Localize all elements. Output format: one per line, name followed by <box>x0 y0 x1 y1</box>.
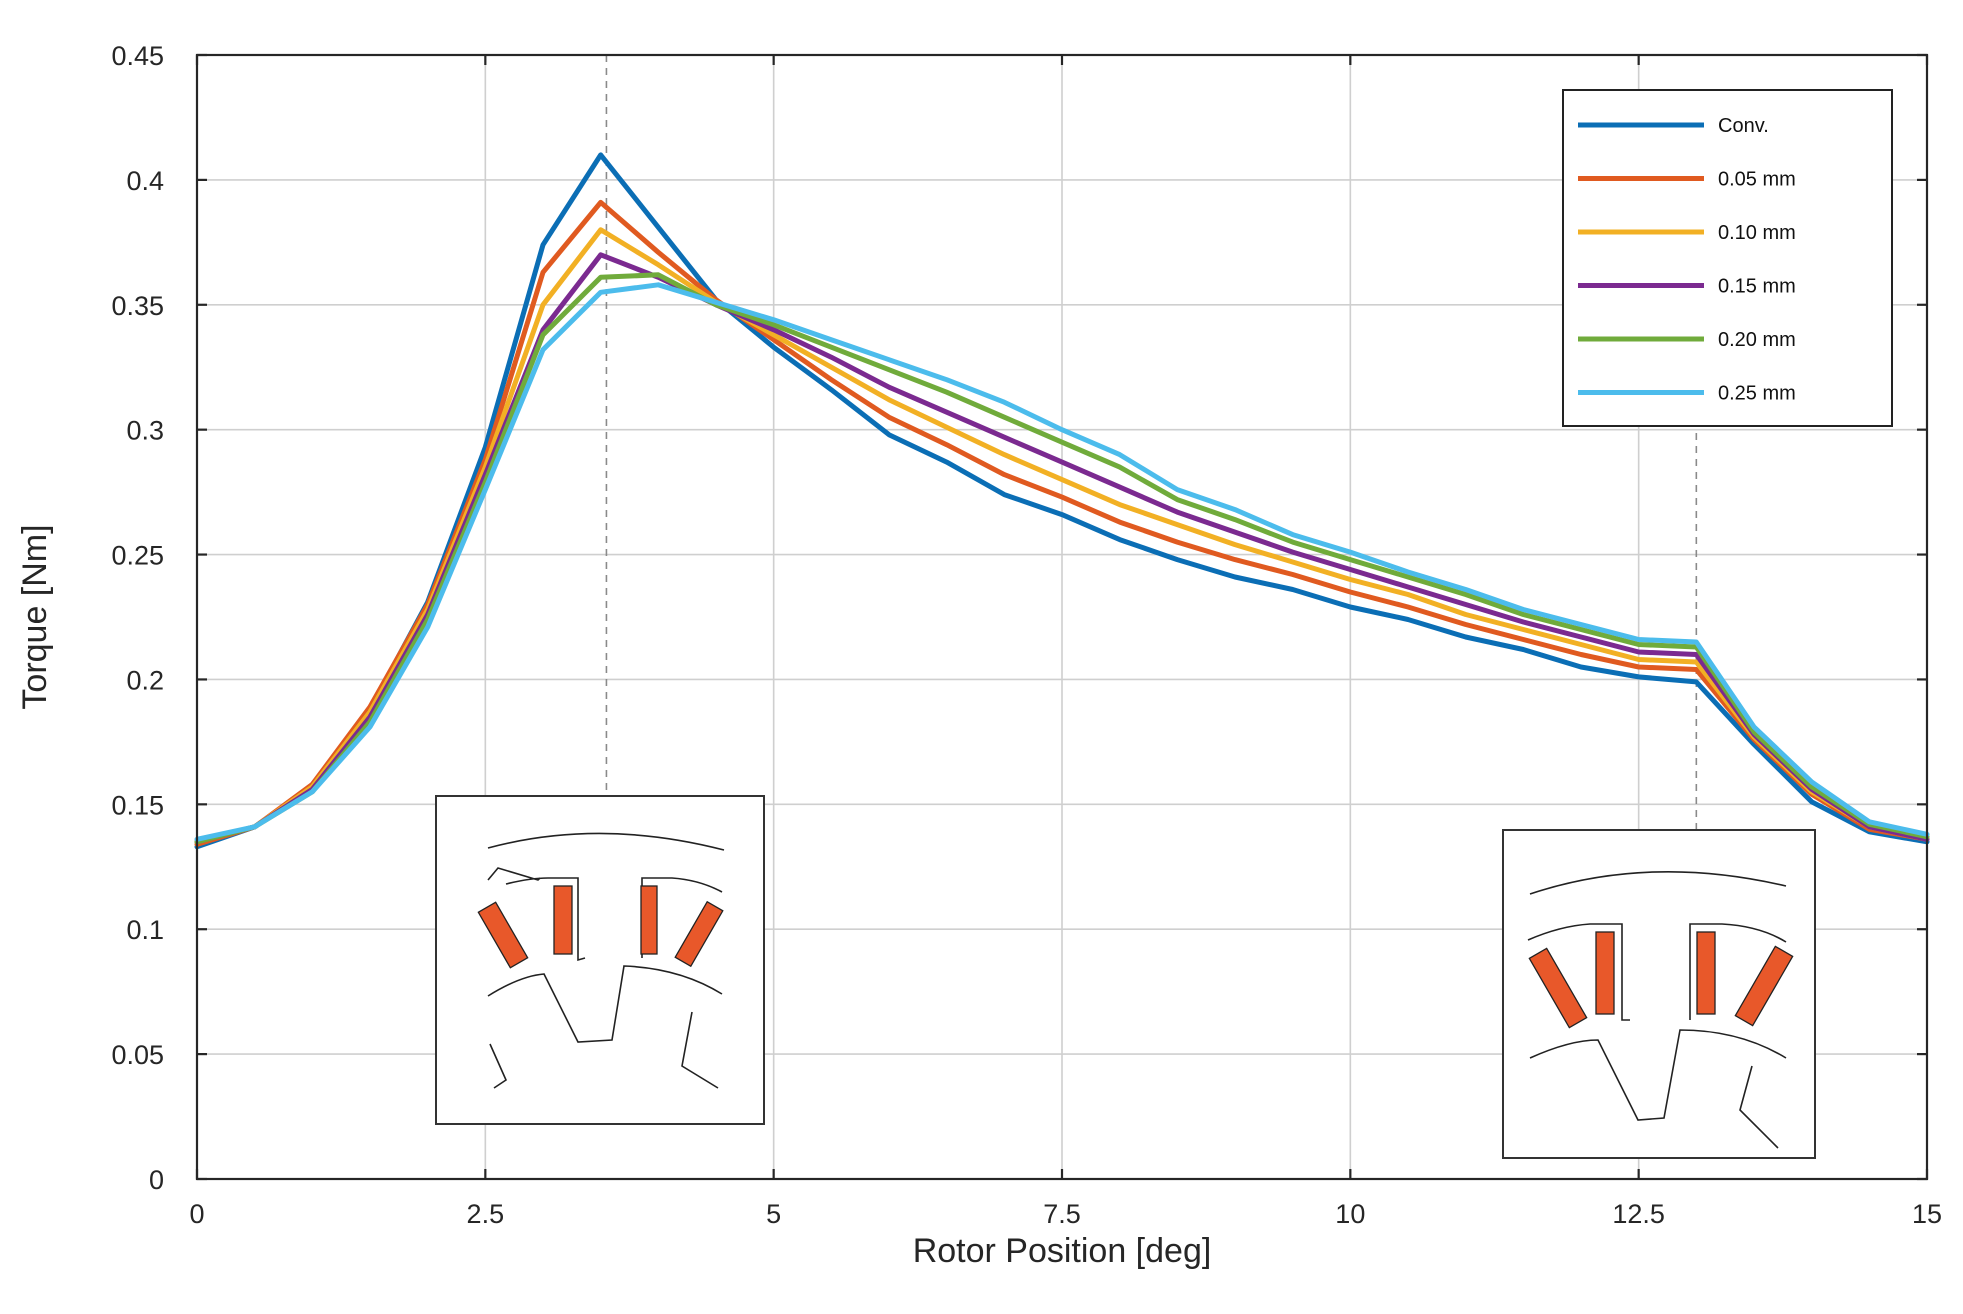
inset-rotor-diagram-left <box>435 795 765 1125</box>
legend-label: 0.10 mm <box>1718 222 1796 244</box>
x-tick-label: 10 <box>1335 1199 1365 1229</box>
series-line-0-10-mm <box>194 227 1930 845</box>
y-axis-ticks: 0 0.05 0.1 0.15 0.2 0.25 0.3 0.35 0.4 0.45 <box>111 41 1927 1195</box>
x-tick-label: 15 <box>1912 1199 1942 1229</box>
magnet-4 <box>674 900 724 968</box>
x-tick-label: 5 <box>766 1199 781 1229</box>
magnet-1 <box>477 901 529 969</box>
reference-lines <box>605 55 1698 830</box>
y-tick-label: 0.4 <box>126 166 164 196</box>
x-tick-label: 12.5 <box>1612 1199 1665 1229</box>
inset-frame-left <box>435 795 765 1125</box>
magnet-3 <box>640 885 658 955</box>
stator-tooth-left <box>1527 923 1630 1021</box>
x-axis-ticks: 0 2.5 5 7.5 10 12.5 15 <box>189 55 1942 1229</box>
y-tick-label: 0.3 <box>126 416 164 446</box>
stator-tooth-right <box>641 877 723 958</box>
series-line-0-25-mm <box>194 282 1930 842</box>
series-line-0-05-mm <box>194 199 1930 847</box>
series-line-0-15-mm <box>194 252 1930 845</box>
rotor-slot-edge <box>1739 1065 1779 1149</box>
rotor-pole <box>487 965 723 1043</box>
x-tick-label: 0 <box>189 1199 204 1229</box>
stator-arc <box>1529 871 1787 895</box>
y-tick-label: 0.35 <box>111 291 164 321</box>
y-tick-label: 0.25 <box>111 541 164 571</box>
y-axis-title: Torque [Nm] <box>16 524 54 709</box>
x-tick-label: 2.5 <box>467 1199 505 1229</box>
series-line-0-20-mm <box>194 272 1930 845</box>
x-axis-title: Rotor Position [deg] <box>913 1232 1212 1270</box>
inset-rotor-diagram-right <box>1502 829 1816 1159</box>
y-tick-label: 0 <box>149 1165 164 1195</box>
magnet-3 <box>1696 931 1716 1015</box>
y-tick-label: 0.05 <box>111 1040 164 1070</box>
legend-label: Conv. <box>1718 115 1769 137</box>
legend-label: 0.20 mm <box>1718 329 1796 351</box>
magnet-4 <box>1734 945 1794 1027</box>
rotor-slot-edges <box>489 1011 719 1089</box>
stator-tooth-left <box>505 877 586 962</box>
legend: Conv. 0.05 mm 0.10 mm 0.15 mm 0.20 mm 0.25 mm <box>1562 89 1893 427</box>
legend-label: 0.25 mm <box>1718 383 1796 405</box>
series-lines <box>194 152 1930 850</box>
stator-arc <box>487 832 725 851</box>
y-tick-label: 0.1 <box>126 915 164 945</box>
rotor-pole <box>1529 1029 1787 1121</box>
x-tick-label: 7.5 <box>1043 1199 1081 1229</box>
legend-label: 0.05 mm <box>1718 169 1796 191</box>
legend-items: Conv. 0.05 mm 0.10 mm 0.15 mm 0.20 mm 0.25 mm <box>1578 115 1796 405</box>
legend-label: 0.15 mm <box>1718 276 1796 298</box>
magnet-2 <box>553 885 573 955</box>
magnet-1 <box>1528 947 1588 1029</box>
series-line-conv- <box>194 152 1930 850</box>
y-tick-label: 0.15 <box>111 790 164 820</box>
stator-tooth-right <box>1689 923 1787 1020</box>
y-tick-label: 0.2 <box>126 665 164 695</box>
magnet-2 <box>1595 931 1615 1015</box>
legend-box <box>1562 89 1893 427</box>
y-tick-label: 0.45 <box>111 41 164 71</box>
